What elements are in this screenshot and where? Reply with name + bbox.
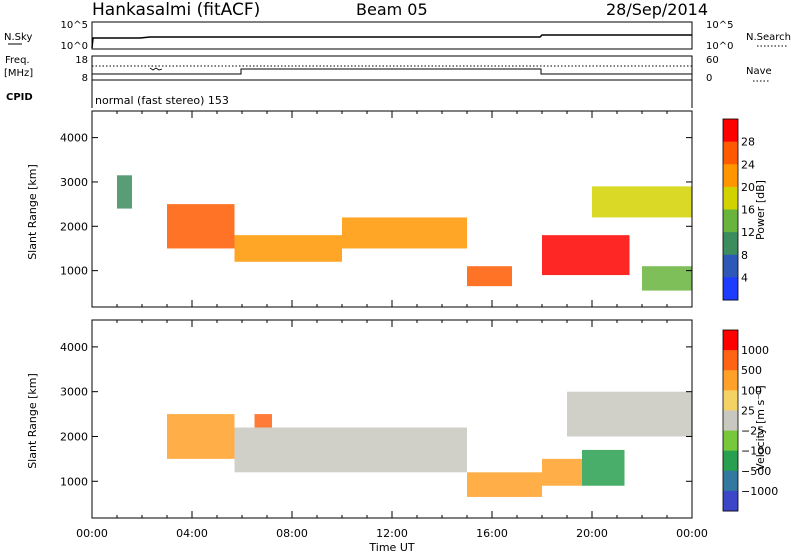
colorbar-swatch — [723, 232, 738, 256]
colorbar-swatch — [723, 470, 738, 492]
velocity-colorbar: 1000 500 100 25 −25 −100 −500 −1000 — [722, 329, 778, 512]
y-tick-label: 4000 — [60, 132, 88, 145]
freq-glitch-marks — [149, 67, 163, 71]
colorbar-swatch — [723, 119, 738, 143]
colorbar-swatch — [723, 141, 738, 165]
colorbar-tick-label: −500 — [741, 465, 771, 478]
freq-strip-frame — [91, 55, 693, 81]
noise-tick-bottom-right: 10^0 — [706, 41, 733, 52]
y-tick-label: 2000 — [60, 430, 88, 443]
colorbar-swatch — [723, 490, 738, 512]
y-tick-label: 1000 — [60, 265, 88, 278]
freq-tick-bottom: 8 — [82, 73, 88, 84]
noise-sky-trace — [91, 34, 692, 49]
freq-label: Freq. — [5, 55, 30, 66]
echo-region-6 — [542, 235, 630, 276]
nave-tick-bottom: 0 — [706, 73, 712, 84]
nsky-label: N.Sky — [4, 32, 32, 43]
colorbar-swatch — [723, 277, 738, 301]
power-colorbar-label: Power [dB] — [754, 180, 767, 240]
colorbar-tick-label: 100 — [741, 384, 762, 397]
freq-tick-top: 18 — [75, 55, 88, 66]
x-tick-label: 00:00 — [76, 527, 108, 540]
noise-tick-top-right: 10^5 — [706, 20, 733, 31]
echo-region-3 — [254, 414, 272, 428]
beam-title: Beam 05 — [356, 0, 428, 19]
y-tick-label: 2000 — [60, 220, 88, 233]
date-title: 28/Sep/2014 — [606, 0, 708, 19]
colorbar-tick-label: 24 — [741, 158, 755, 171]
x-tick-label: 12:00 — [376, 527, 408, 540]
colorbar-swatch — [723, 410, 738, 432]
echo-region-7 — [592, 186, 692, 218]
colorbar-tick-label: 4 — [741, 271, 748, 284]
y-tick-label: 1000 — [60, 475, 88, 488]
noise-tick-top-left: 10^5 — [61, 20, 88, 31]
x-tick-label: 20:00 — [576, 527, 608, 540]
x-tick-label: 00:00 — [676, 527, 708, 540]
echo-region-6 — [582, 449, 625, 486]
echo-region-8 — [642, 266, 692, 291]
echo-region-4 — [467, 472, 542, 497]
y-tick-label: 3000 — [60, 176, 88, 189]
echo-region-4 — [342, 217, 467, 249]
x-axis-ticks: 00:00 04:00 08:00 12:00 16:00 20:00 00:00 — [76, 527, 708, 540]
colorbar-tick-label: 8 — [741, 249, 748, 262]
colorbar-swatch — [723, 430, 738, 452]
velocity-ylabel: Slant Range [km] — [26, 373, 39, 469]
echo-region-2 — [167, 204, 235, 249]
x-tick-label: 16:00 — [476, 527, 508, 540]
power-ylabel: Slant Range [km] — [26, 164, 39, 260]
power-panel: 1000 2000 3000 4000 — [60, 110, 693, 308]
colorbar-swatch — [723, 450, 738, 472]
colorbar-tick-label: 25 — [741, 404, 755, 417]
colorbar-tick-label: 28 — [741, 136, 755, 149]
nave-trace — [92, 68, 692, 75]
echo-region-2 — [234, 427, 467, 473]
power-colorbar: 4 8 12 16 20 24 28 — [722, 118, 755, 301]
colorbar-swatch — [723, 330, 738, 351]
colorbar-frame — [722, 329, 739, 512]
colorbar-swatch — [723, 186, 738, 210]
cpid-label: CPID — [6, 92, 33, 103]
echo-region-1 — [117, 175, 132, 209]
colorbar-tick-label: −25 — [741, 425, 764, 438]
echo-region-5 — [467, 266, 512, 287]
colorbar-swatch — [723, 350, 738, 371]
cpid-text: normal (fast stereo) 153 — [95, 94, 229, 107]
colorbar-tick-label: 12 — [741, 226, 755, 239]
x-tick-label: 08:00 — [276, 527, 308, 540]
colorbar-tick-label: 500 — [741, 364, 762, 377]
nave-tick-top: 60 — [706, 55, 719, 66]
colorbar-frame — [722, 118, 739, 301]
colorbar-tick-label: −100 — [741, 445, 771, 458]
echo-region-1 — [167, 414, 235, 459]
colorbar-swatch — [723, 209, 738, 233]
freq-unit: [MHz] — [4, 68, 33, 79]
x-axis-label: Time UT — [368, 541, 414, 554]
colorbar-swatch — [723, 164, 738, 188]
noise-tick-bottom-left: 10^0 — [61, 41, 88, 52]
colorbar-tick-label: 16 — [741, 204, 755, 217]
x-tick-label: 04:00 — [176, 527, 208, 540]
nsearch-label: N.Search — [746, 32, 791, 43]
echo-region-3 — [234, 235, 342, 262]
nave-label: Nave — [746, 66, 772, 77]
velocity-colorbar-label: Velocity [m s⁻¹] — [754, 385, 767, 470]
velocity-panel: 1000 2000 3000 4000 — [60, 319, 693, 519]
colorbar-tick-label: 1000 — [741, 344, 769, 357]
station-title: Hankasalmi (fitACF) — [92, 0, 260, 20]
colorbar-swatch — [723, 370, 738, 391]
colorbar-swatch — [723, 254, 738, 278]
colorbar-swatch — [723, 390, 738, 411]
echo-region-5 — [542, 458, 582, 486]
colorbar-tick-label: 20 — [741, 181, 755, 194]
colorbar-tick-label: −1000 — [741, 485, 778, 498]
y-tick-label: 3000 — [60, 386, 88, 399]
y-tick-label: 4000 — [60, 341, 88, 354]
echo-region-7 — [567, 391, 692, 437]
